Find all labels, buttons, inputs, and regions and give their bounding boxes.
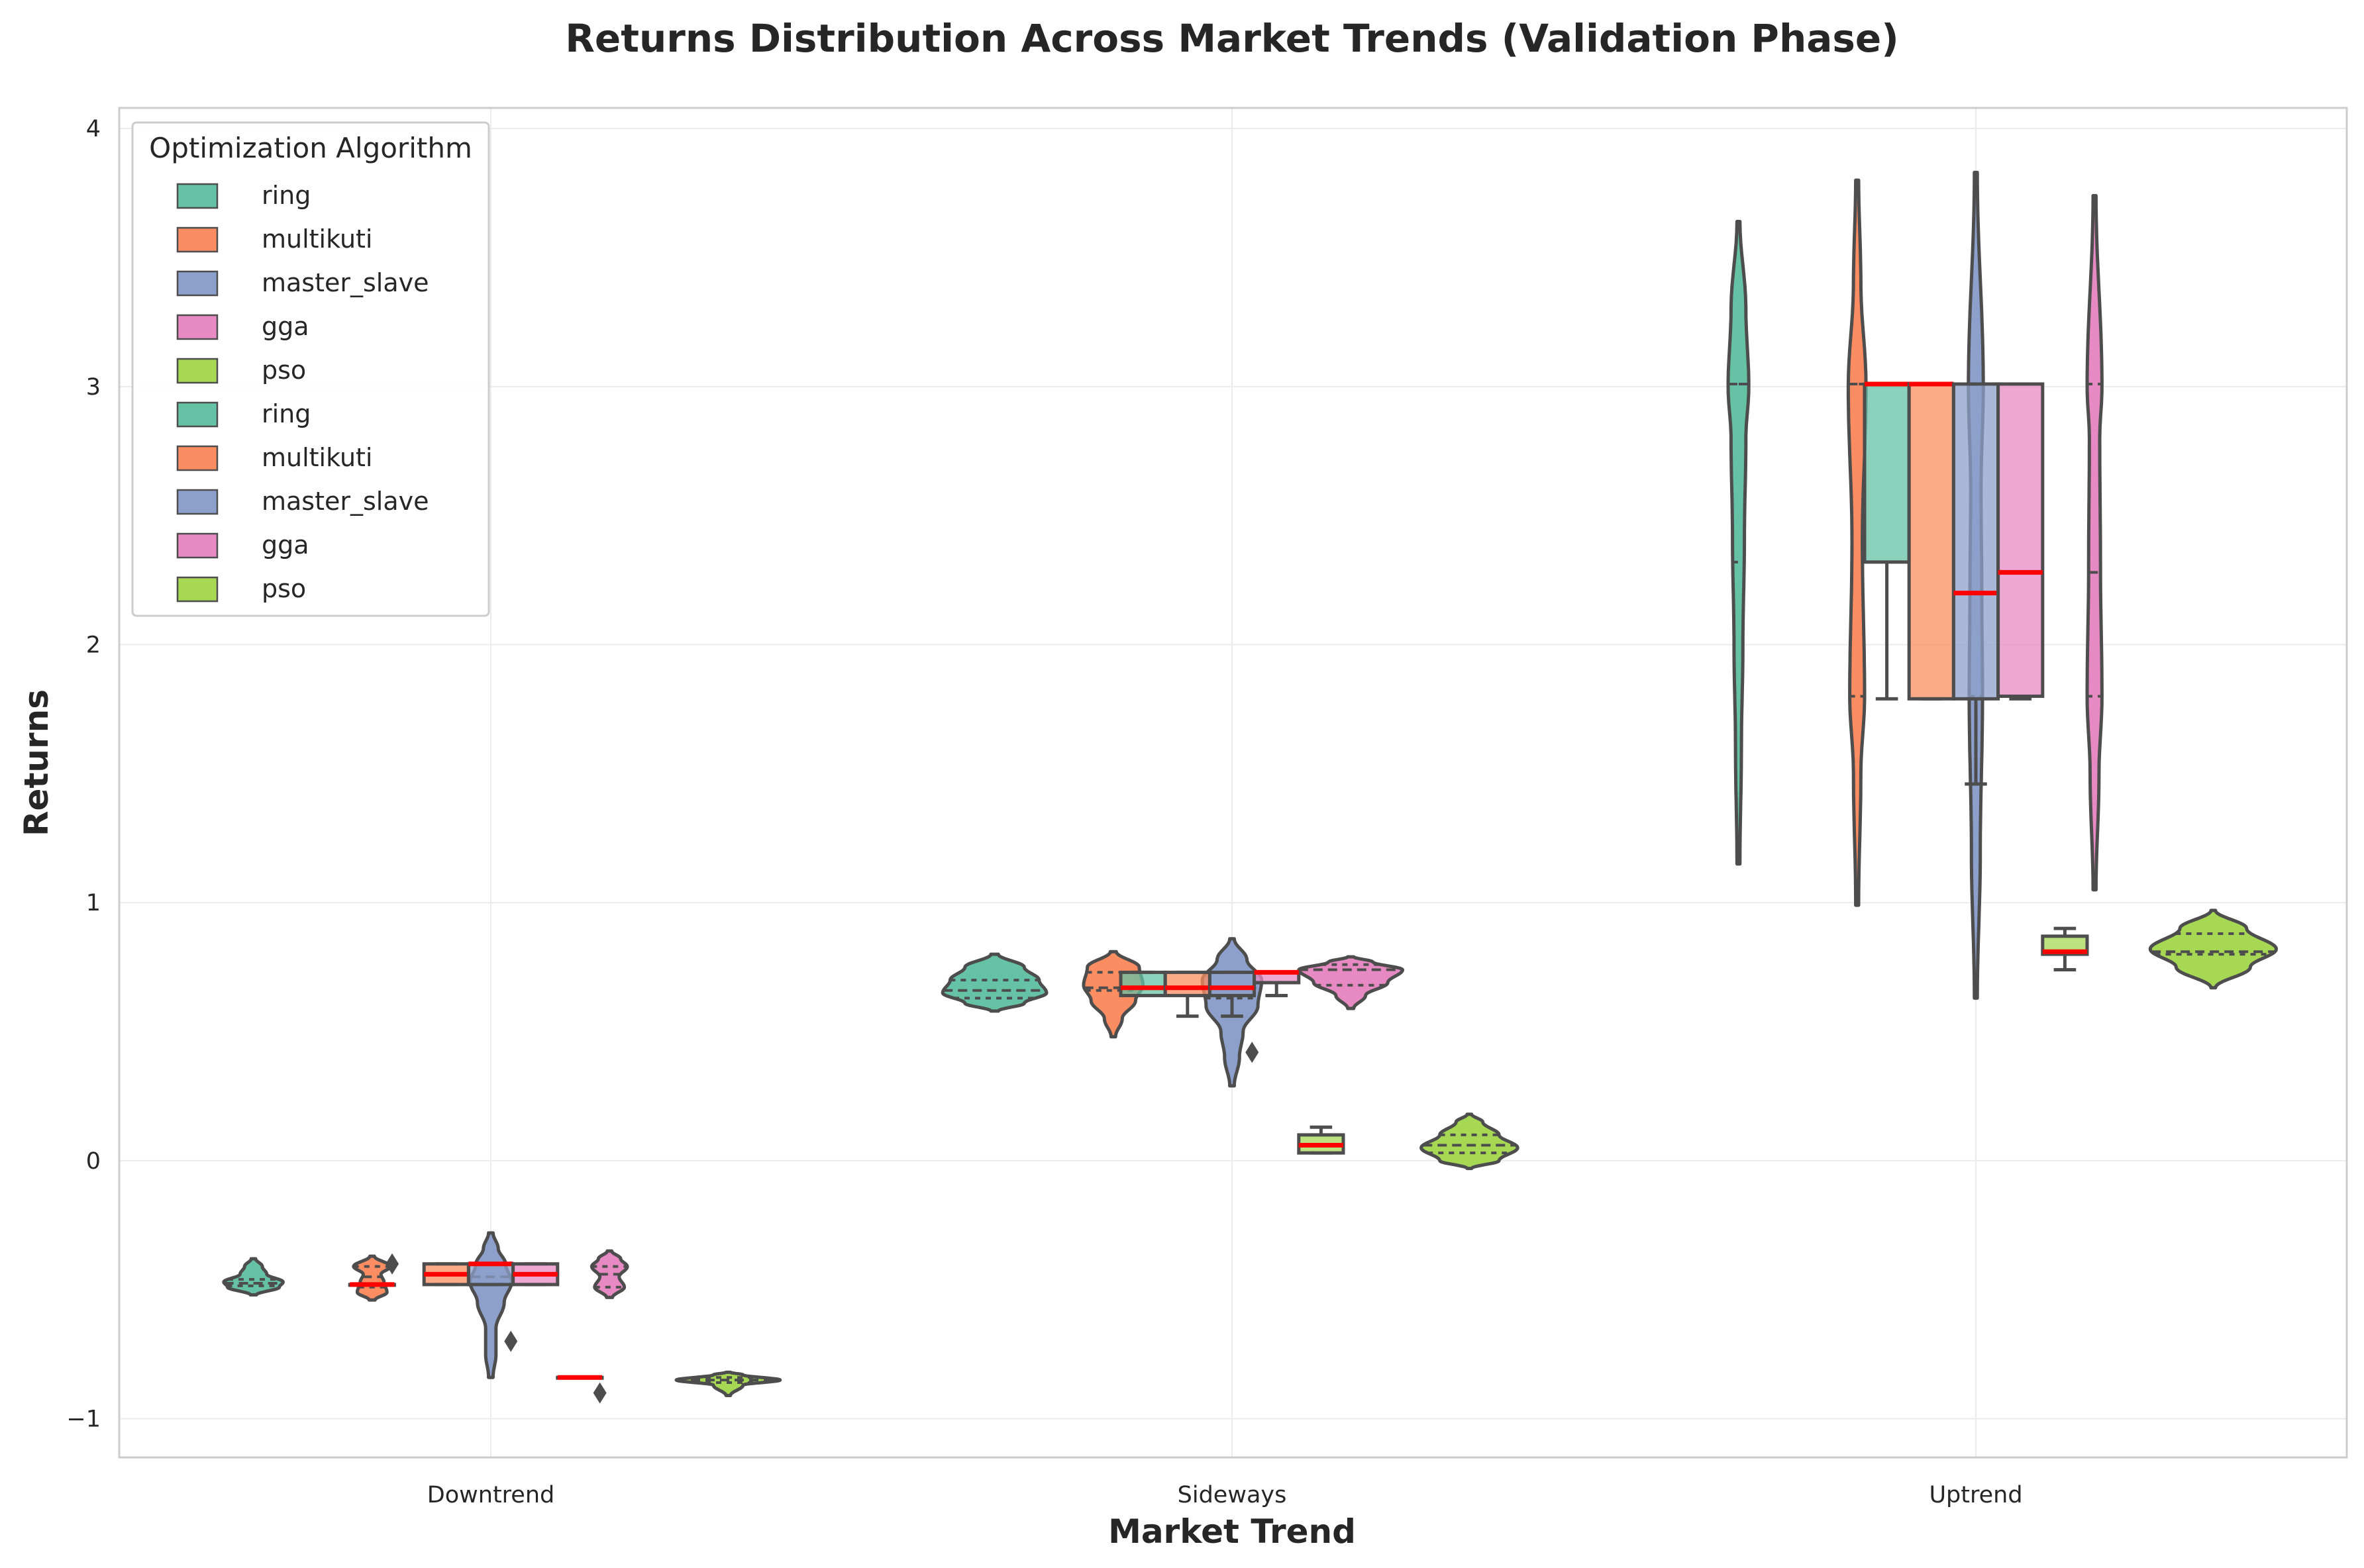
- x-tick-label: Sideways: [1178, 1482, 1287, 1508]
- box-outlier-downtrend-master_slave: [504, 1330, 518, 1352]
- legend-label-gga: gga: [262, 312, 309, 341]
- x-tick-label: Downtrend: [427, 1482, 554, 1508]
- box-uptrend-master_slave: [1951, 382, 2000, 701]
- legend-swatch-ring: [176, 183, 219, 209]
- violin-uptrend-pso: [2148, 908, 2279, 990]
- x-tick-label: Uptrend: [1929, 1482, 2022, 1508]
- box-outlier-downtrend-ring: [385, 1253, 399, 1275]
- x-tick-labels: Downtrend Sideways Uptrend: [427, 1482, 2023, 1508]
- box-uptrend-gga: [1996, 382, 2045, 698]
- box-downtrend-master_slave: [466, 1262, 515, 1287]
- chart-title: Returns Distribution Across Market Trend…: [565, 16, 1899, 61]
- legend-swatch-gga: [176, 532, 219, 559]
- legend-swatch-pso: [176, 576, 219, 603]
- legend-swatch-master_slave: [176, 270, 219, 297]
- plot-marks: [222, 170, 2279, 1404]
- legend-swatch-multikuti: [176, 445, 219, 471]
- legend-label-gga: gga: [262, 530, 309, 560]
- y-axis-label: Returns: [17, 689, 56, 836]
- legend-label-master_slave: master_slave: [262, 268, 429, 297]
- violin-sideways-pso: [1419, 1112, 1519, 1171]
- box-outlier-sideways-master_slave: [1245, 1042, 1259, 1063]
- legend-label-multikuti: multikuti: [262, 443, 373, 472]
- legend-swatch-gga: [176, 314, 219, 340]
- legend-swatch-multikuti: [176, 226, 219, 253]
- x-axis-label: Market Trend: [1108, 1512, 1356, 1551]
- y-tick-labels: −1 0 1 2 3 4: [66, 116, 101, 1432]
- violin-uptrend-ring: [1726, 220, 1751, 866]
- violin-downtrend-gga: [590, 1249, 629, 1299]
- y-tick-label: 3: [86, 374, 101, 401]
- box-outlier-downtrend-pso: [593, 1382, 607, 1404]
- legend-title: Optimization Algorithm: [149, 132, 472, 164]
- legend-label-master_slave: master_slave: [262, 487, 429, 516]
- legend-box: [131, 121, 490, 617]
- legend-label-pso: pso: [262, 574, 306, 603]
- legend-swatch-ring: [176, 401, 219, 428]
- violin-uptrend-multikuti: [1846, 178, 1868, 907]
- legend-label-ring: ring: [262, 399, 311, 428]
- plot-frame: [118, 107, 2348, 1459]
- legend-label-ring: ring: [262, 181, 311, 210]
- legend-swatch-pso: [176, 358, 219, 384]
- legend-label-multikuti: multikuti: [262, 224, 373, 254]
- y-tick-label: 1: [86, 890, 101, 916]
- legend-swatch-master_slave: [176, 489, 219, 515]
- box-uptrend-multikuti: [1907, 382, 1955, 701]
- y-tick-label: 0: [86, 1148, 101, 1175]
- box-sideways-master_slave: [1208, 970, 1257, 997]
- legend: Optimization Algorithm ring multikuti mast…: [131, 121, 490, 617]
- legend-entries: ringmultikutimaster_slaveggapsoringmulti…: [176, 181, 429, 603]
- legend-label-pso: pso: [262, 356, 306, 385]
- violin-uptrend-gga: [2085, 194, 2104, 892]
- y-tick-label: 4: [86, 116, 101, 142]
- box-sideways-ring: [1119, 970, 1167, 997]
- box-sideways-multikuti: [1163, 970, 1211, 997]
- y-tick-label: 2: [86, 632, 101, 659]
- box-uptrend-ring: [1863, 382, 1911, 564]
- y-tick-label: −1: [66, 1406, 101, 1433]
